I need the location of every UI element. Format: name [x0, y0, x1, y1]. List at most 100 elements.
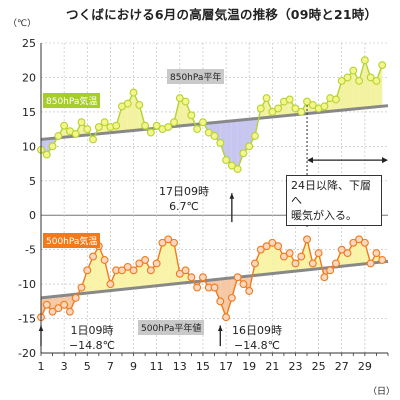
- series-850hpa-point: [198, 118, 207, 127]
- series-850hpa-anomaly-fill: [231, 120, 238, 170]
- series-850hpa-point: [291, 104, 300, 113]
- series-850hpa-point: [141, 121, 150, 130]
- series-850hpa-point: [360, 56, 369, 65]
- series-850hpa-anomaly-fill: [249, 118, 255, 147]
- chart-fills: [41, 60, 383, 318]
- annotation-16th-date: 16日09時: [232, 324, 282, 337]
- x-tick-label: 25: [312, 360, 326, 373]
- x-tick-label: 1: [38, 360, 45, 373]
- chart-markers: [37, 56, 387, 322]
- series-850hpa-point: [268, 107, 277, 116]
- x-tick-label: 3: [61, 360, 68, 373]
- series-850hpa-point: [285, 95, 294, 104]
- x-tick-label: 5: [84, 360, 91, 373]
- series-850hpa-point: [343, 73, 352, 82]
- series-850hpa-anomaly-fill: [364, 60, 371, 108]
- arrow-1st-head: [38, 325, 44, 331]
- series-850hpa-point: [71, 129, 80, 138]
- series-500hpa-point: [320, 273, 329, 282]
- series-850hpa-point: [245, 142, 254, 151]
- series-850hpa-anomaly-fill: [376, 65, 383, 107]
- x-tick-label: 11: [150, 360, 164, 373]
- series-500hpa-point: [349, 238, 358, 247]
- series-850hpa-point: [222, 156, 231, 165]
- series-850hpa-anomaly-fill: [370, 77, 377, 108]
- series-500hpa-point: [326, 266, 335, 275]
- x-tick-label: 17: [219, 360, 233, 373]
- series-850hpa-point: [251, 132, 259, 140]
- series-850hpa-point: [320, 102, 329, 111]
- y-tick-label: -10: [18, 278, 36, 291]
- warm-period-arrow-right: [382, 157, 388, 164]
- series-850hpa-anomaly-fill: [359, 60, 365, 109]
- annotation-1st-date: 1日09時: [70, 324, 114, 337]
- series-500hpa-point: [274, 242, 283, 251]
- series-850hpa-point: [146, 128, 155, 137]
- series-500hpa-point: [256, 245, 265, 254]
- y-tick-label: -20: [18, 347, 36, 360]
- series-500hpa-point: [48, 307, 57, 316]
- series-850hpa-point: [123, 99, 132, 108]
- series-500hpa-anomaly-fill: [168, 239, 175, 285]
- series-500hpa-anomaly-fill: [272, 242, 279, 274]
- x-tick-label: 7: [107, 360, 114, 373]
- series-850hpa-point: [256, 104, 265, 113]
- normal-label-850hpa: 850hPa平年: [167, 69, 225, 84]
- series-850hpa-point: [303, 97, 311, 106]
- annotation-1st: 1日09時 −14.8℃: [62, 323, 122, 353]
- series-850hpa-point: [227, 161, 236, 170]
- series-500hpa-point: [222, 313, 231, 322]
- y-tick-label: 5: [29, 175, 36, 188]
- series-500hpa-point: [89, 252, 98, 261]
- series-850hpa-point: [262, 94, 271, 103]
- note-box-warm-air: 24日以降、下層へ 暖気が入る。: [286, 175, 382, 226]
- series-850hpa-point: [274, 104, 283, 113]
- series-500hpa-anomaly-fill: [116, 270, 122, 290]
- series-850hpa-point: [366, 73, 375, 82]
- series-500hpa-point: [239, 280, 248, 289]
- series-850hpa-point: [100, 118, 109, 127]
- y-tick-label: 15: [22, 106, 36, 119]
- series-850hpa-point: [170, 118, 178, 127]
- annotation-16th: 16日09時 −14.8℃: [222, 323, 292, 353]
- x-tick-label: 29: [358, 360, 372, 373]
- series-850hpa-point: [181, 97, 190, 106]
- series-500hpa-point: [366, 259, 375, 268]
- series-850hpa-point: [42, 150, 51, 159]
- series-500hpa-point: [279, 252, 288, 261]
- x-tick-label: 19: [242, 360, 256, 373]
- series-850hpa-anomaly-fill: [121, 103, 128, 132]
- series-850hpa-point: [175, 94, 184, 103]
- series-label-500hpa: 500hPa気温: [43, 233, 101, 248]
- series-500hpa-point: [129, 266, 138, 275]
- series-500hpa-point: [227, 293, 236, 302]
- normal-label-500hpa: 500hPa平年値: [138, 320, 205, 335]
- series-500hpa-point: [181, 266, 190, 275]
- x-tick-label: 21: [265, 360, 279, 373]
- x-tick-label: 13: [173, 360, 187, 373]
- chart-axes: [40, 43, 389, 356]
- series-500hpa-point: [175, 269, 184, 278]
- series-500hpa-point: [291, 259, 300, 268]
- series-500hpa-point: [360, 238, 369, 247]
- series-500hpa-point: [251, 259, 259, 268]
- series-label-850hpa: 850hPa気温: [43, 93, 101, 108]
- note-line-1: 24日以降、下層へ: [291, 179, 371, 207]
- series-850hpa-point: [297, 107, 306, 116]
- annotation-16th-value: −14.8℃: [233, 339, 281, 352]
- series-500hpa-point: [164, 235, 173, 244]
- series-850hpa-point: [193, 125, 202, 134]
- series-500hpa-point: [152, 259, 161, 268]
- series-500hpa-point: [54, 304, 63, 313]
- series-500hpa-anomaly-fill: [162, 239, 169, 286]
- series-500hpa-anomaly-fill: [87, 256, 94, 294]
- series-850hpa-point: [378, 61, 387, 69]
- series-500hpa-anomaly-fill: [278, 246, 284, 273]
- series-850hpa-point: [308, 101, 317, 109]
- series-500hpa-point: [245, 287, 254, 295]
- series-850hpa-point: [216, 138, 225, 147]
- normal-line-850hpa: [40, 104, 389, 141]
- series-850hpa-point: [54, 132, 63, 140]
- y-tick-label: 10: [22, 140, 36, 153]
- series-850hpa-point: [210, 132, 219, 140]
